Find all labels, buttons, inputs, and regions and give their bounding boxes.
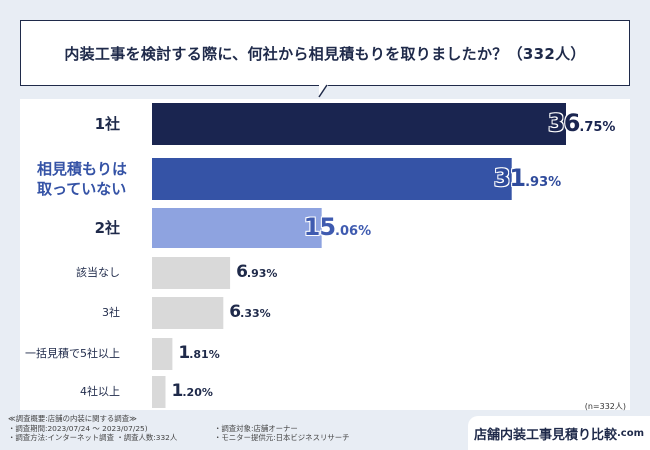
value-label-1: 36.75% <box>548 109 615 137</box>
value-dec: .81% <box>189 348 220 361</box>
bar-3 <box>152 208 322 248</box>
category-label-line: 2社 <box>94 219 120 237</box>
footnote-method: ・調査方法:インターネット調査 <box>8 433 114 443</box>
category-label-line: 3社 <box>102 305 120 319</box>
value-dec: .06% <box>335 224 372 239</box>
category-label-line: 相見積もりは <box>37 160 128 178</box>
footnote-method-count: ・調査方法:インターネット調査 ・調査人数:332人 <box>8 433 214 443</box>
category-label-line: 4社以上 <box>80 384 120 398</box>
category-label-2: 相見積もりは 取っていない <box>37 159 127 200</box>
value-int: 15 <box>303 213 336 241</box>
category-label-line: 取っていない <box>37 180 127 199</box>
brand-logo: 店舗内装工事見積り比較 .com <box>468 416 650 450</box>
chart-panel: 1社 36.75% 相見積もりは 取っていない 31.93% 2社 15.06% 該当なし 6.… <box>20 99 630 410</box>
value-int: 6 <box>236 262 248 282</box>
footnote-provider: ・モニター提供元:日本ビジネスリサーチ <box>214 433 350 443</box>
bar-2 <box>152 158 512 200</box>
value-label-5: 6.33% <box>229 302 270 322</box>
category-label-line: 一括見積で5社以上 <box>25 346 120 360</box>
bar-5 <box>152 297 224 329</box>
bar-1 <box>152 103 566 145</box>
value-int: 36 <box>548 109 580 137</box>
survey-footnotes: ≪調査概要:店舗の内装に関する調査≫ ・調査期間:2023/07/24 ～ 20… <box>8 414 350 443</box>
bar-4 <box>152 257 231 289</box>
category-label-4: 該当なし <box>76 266 120 281</box>
value-label-3: 15.06% <box>304 213 371 241</box>
category-label-3: 2社 <box>95 218 120 238</box>
value-int: 1 <box>178 343 190 363</box>
sample-size-note: (n=332人) <box>584 402 626 411</box>
value-label-6: 1.81% <box>178 343 219 363</box>
category-label-7: 4社以上 <box>80 385 120 400</box>
category-label-line: 該当なし <box>76 265 120 279</box>
category-label-1: 1社 <box>95 114 120 134</box>
speech-pointer-icon <box>318 84 329 98</box>
value-label-7: 1.20% <box>172 381 213 401</box>
footnote-period: ・調査期間:2023/07/24 ～ 2023/07/25) <box>8 423 148 433</box>
value-dec: .33% <box>240 307 271 320</box>
question-text: 内装工事を検討する際に、何社から相見積もりを取りましたか？（332人） <box>64 44 586 63</box>
value-dec: .75% <box>579 120 616 135</box>
question-title: 内装工事を検討する際に、何社から相見積もりを取りましたか？（332人） <box>20 20 630 86</box>
value-dec: .93% <box>246 267 278 280</box>
brand-domain: .com <box>616 427 645 439</box>
bar-6 <box>152 338 173 370</box>
footnote-count: ・調査人数:332人 <box>116 433 178 443</box>
value-label-2: 31.93% <box>494 164 561 192</box>
value-int: 6 <box>229 302 241 322</box>
value-label-4: 6.93% <box>236 262 277 282</box>
category-label-line: 1社 <box>94 115 120 133</box>
value-int: 1 <box>171 381 184 401</box>
bar-chart <box>152 103 566 408</box>
value-dec: .20% <box>182 386 213 399</box>
bar-7 <box>152 376 166 408</box>
category-label-5: 3社 <box>102 306 120 321</box>
value-dec: .93% <box>525 175 562 190</box>
footnote-heading: ≪調査概要:店舗の内装に関する調査≫ <box>8 414 137 423</box>
category-label-6: 一括見積で5社以上 <box>25 347 120 362</box>
footnote-target: ・調査対象:店舗オーナー <box>214 423 298 433</box>
brand-name: 店舗内装工事見積り比較 <box>473 427 617 443</box>
value-int: 31 <box>493 164 526 192</box>
